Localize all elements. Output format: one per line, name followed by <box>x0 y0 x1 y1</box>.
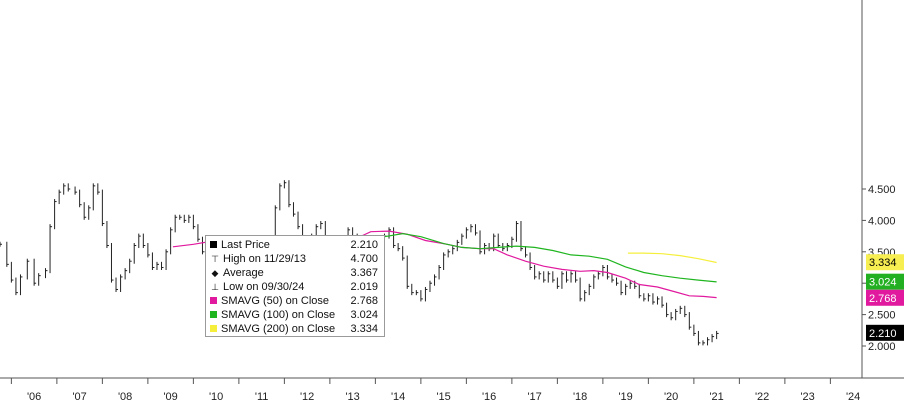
x-tick-label: '21 <box>709 391 723 403</box>
y-tick-label: 2.000 <box>868 341 896 353</box>
x-tick-label: '19 <box>618 391 632 403</box>
x-tick-label: '22 <box>755 391 769 403</box>
x-tick-label: '18 <box>573 391 587 403</box>
value-tag-label: 3.024 <box>869 277 897 289</box>
x-tick-label: '06 <box>27 391 41 403</box>
series-4 <box>627 252 717 264</box>
legend-row-smavg-100: SMAVG (100) on Close 3.024 <box>210 309 380 322</box>
legend: Last Price 2.210 ⊤ High on 11/29/13 4.700… <box>205 235 385 337</box>
value-tag <box>866 289 904 306</box>
value-tag <box>866 273 904 290</box>
legend-row-average: ◆ Average 3.367 <box>210 267 380 280</box>
y-tick-label: 3.500 <box>868 247 896 259</box>
y-tick-label: 4.000 <box>868 215 896 227</box>
x-tick-label: '20 <box>664 391 678 403</box>
smavg-50-swatch-icon <box>210 297 217 304</box>
legend-label: Last Price <box>221 239 270 251</box>
x-tick-label: '09 <box>163 391 177 403</box>
legend-value: 4.700 <box>350 253 378 265</box>
value-tag-label: 3.334 <box>869 257 897 269</box>
moving-average-line <box>627 252 717 264</box>
legend-label: SMAVG (100) on Close <box>221 309 336 321</box>
value-tag <box>866 254 904 271</box>
x-tick-label: '11 <box>255 391 269 403</box>
x-tick-label: '10 <box>209 391 223 403</box>
x-tick-label: '07 <box>72 391 86 403</box>
legend-label: Average <box>223 267 264 279</box>
y-tick-label: 4.500 <box>868 184 896 196</box>
legend-label: SMAVG (200) on Close <box>221 323 336 335</box>
legend-row-high: ⊤ High on 11/29/13 4.700 <box>210 253 380 266</box>
legend-value: 3.367 <box>350 267 378 279</box>
y-tick-label: 2.500 <box>868 310 896 322</box>
legend-value: 2.210 <box>350 239 378 251</box>
axis-layer: 2.0002.5003.0003.5004.0004.500'06'07'08'… <box>10 184 896 403</box>
x-tick-label: '15 <box>436 391 450 403</box>
legend-row-low: ⊥ Low on 09/30/24 2.019 <box>210 281 380 294</box>
legend-value: 3.024 <box>350 309 378 321</box>
legend-value: 2.019 <box>350 281 378 293</box>
legend-value: 3.334 <box>350 323 378 335</box>
x-tick-label: '23 <box>800 391 814 403</box>
legend-value: 2.768 <box>350 295 378 307</box>
value-tag <box>866 324 904 341</box>
legend-label: High on 11/29/13 <box>223 253 306 265</box>
x-tick-label: '17 <box>527 391 541 403</box>
x-tick-label: '13 <box>345 391 359 403</box>
high-marker-icon: ⊤ <box>211 254 219 264</box>
moving-average-line <box>368 232 717 283</box>
legend-label: Low on 09/30/24 <box>223 281 305 293</box>
value-tag-label: 2.210 <box>869 328 897 340</box>
value-tag-label: 2.768 <box>869 293 897 305</box>
x-tick-label: '16 <box>482 391 496 403</box>
x-tick-label: '24 <box>846 391 860 403</box>
legend-row-smavg-50: SMAVG (50) on Close 2.768 <box>210 295 380 308</box>
legend-row-smavg-200: SMAVG (200) on Close 3.334 <box>210 323 380 336</box>
x-tick-label: '08 <box>118 391 132 403</box>
last-price-marker-icon <box>210 241 217 248</box>
series-3 <box>368 232 717 283</box>
low-marker-icon: ⊥ <box>211 282 219 292</box>
smavg-100-swatch-icon <box>210 311 217 318</box>
tag-layer: 3.334 3.024 2.768 2.210 <box>866 254 904 341</box>
x-tick-label: '12 <box>300 391 314 403</box>
smavg-200-swatch-icon <box>210 325 217 332</box>
legend-row-last-price: Last Price 2.210 <box>210 239 380 252</box>
legend-label: SMAVG (50) on Close <box>221 295 330 307</box>
x-tick-label: '14 <box>391 391 405 403</box>
average-marker-icon: ◆ <box>211 268 219 278</box>
